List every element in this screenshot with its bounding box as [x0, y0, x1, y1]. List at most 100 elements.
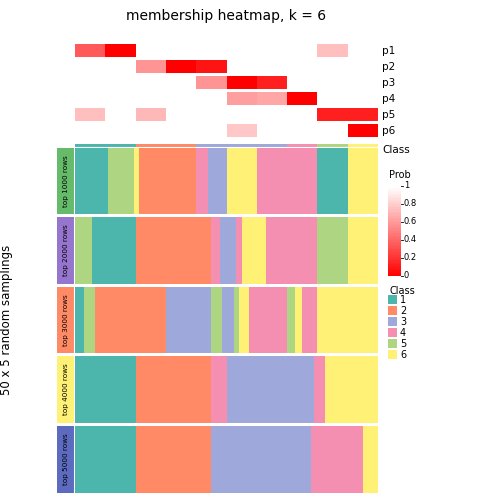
Text: membership heatmap, k = 6: membership heatmap, k = 6 [127, 9, 327, 23]
Bar [136, 144, 166, 156]
Bar [388, 236, 401, 238]
Bar [249, 287, 287, 353]
Bar [211, 426, 302, 492]
Bar [75, 356, 136, 423]
Bar [57, 356, 75, 423]
Bar [388, 239, 401, 241]
Bar [388, 261, 401, 263]
Bar [235, 217, 241, 284]
Bar [388, 232, 401, 234]
Text: p6: p6 [382, 125, 395, 136]
Bar [166, 144, 196, 156]
Bar [388, 241, 401, 243]
Bar [136, 108, 166, 121]
Bar [388, 328, 397, 337]
Bar [388, 201, 401, 203]
Bar [388, 267, 401, 269]
Bar [57, 217, 75, 284]
Bar [302, 356, 314, 423]
Bar [388, 208, 401, 210]
Bar [388, 255, 401, 257]
Bar [105, 44, 136, 57]
Bar [388, 193, 401, 195]
Text: Class: Class [389, 286, 415, 296]
Bar [302, 287, 318, 353]
Bar [136, 217, 211, 284]
Bar [388, 251, 401, 254]
Bar [287, 144, 318, 156]
Bar [388, 350, 397, 359]
Bar [325, 356, 378, 423]
Bar [388, 233, 401, 235]
Bar [388, 265, 401, 267]
Text: 6: 6 [400, 350, 406, 360]
Bar [388, 224, 401, 226]
Bar [75, 217, 378, 284]
Bar [388, 244, 401, 246]
Bar [75, 108, 105, 121]
Text: p3: p3 [382, 78, 395, 88]
Bar [363, 426, 378, 492]
Bar [196, 144, 226, 156]
Bar [220, 217, 235, 284]
Bar [388, 210, 401, 212]
Text: p5: p5 [382, 109, 395, 119]
Text: 0.2: 0.2 [404, 254, 417, 263]
Bar [226, 356, 302, 423]
Bar [388, 188, 401, 191]
Bar [136, 356, 211, 423]
Bar [388, 192, 401, 194]
Bar [75, 217, 92, 284]
Bar [388, 217, 401, 219]
Bar [75, 287, 84, 353]
Bar [105, 144, 136, 156]
Bar [134, 148, 139, 214]
Text: top 1000 rows: top 1000 rows [63, 155, 69, 207]
Bar [95, 287, 166, 353]
Bar [388, 250, 401, 252]
Bar [388, 259, 401, 261]
Bar [241, 217, 251, 284]
Bar [388, 253, 401, 255]
Bar [226, 148, 241, 214]
Bar [388, 264, 401, 266]
Bar [318, 217, 348, 284]
Bar [257, 92, 287, 105]
Bar [388, 317, 397, 326]
Text: 3: 3 [400, 317, 406, 327]
Text: 4: 4 [400, 328, 406, 338]
Bar [287, 287, 295, 353]
Bar [84, 287, 95, 353]
Bar [75, 144, 105, 156]
Text: 2: 2 [400, 306, 406, 316]
Bar [388, 205, 401, 207]
Bar [287, 92, 318, 105]
Text: p1: p1 [382, 45, 395, 55]
Bar [388, 268, 401, 270]
Bar [388, 187, 401, 189]
Bar [388, 235, 401, 237]
Bar [388, 230, 401, 232]
Bar [318, 144, 348, 156]
Bar [388, 242, 401, 244]
Bar [196, 60, 226, 73]
Bar [148, 148, 196, 214]
Bar [211, 356, 226, 423]
Bar [388, 207, 401, 209]
Bar [388, 306, 397, 315]
Text: top 3000 rows: top 3000 rows [63, 294, 69, 346]
Text: 1: 1 [400, 295, 406, 305]
Bar [234, 287, 238, 353]
Text: 5: 5 [400, 339, 406, 349]
Bar [388, 198, 401, 200]
Bar [166, 287, 211, 353]
Bar [388, 271, 401, 273]
Text: top 5000 rows: top 5000 rows [63, 433, 69, 485]
Bar [92, 217, 136, 284]
Bar [388, 226, 401, 228]
Bar [388, 262, 401, 264]
Bar [211, 287, 222, 353]
Bar [388, 295, 397, 304]
Bar [388, 220, 401, 222]
Bar [388, 229, 401, 231]
